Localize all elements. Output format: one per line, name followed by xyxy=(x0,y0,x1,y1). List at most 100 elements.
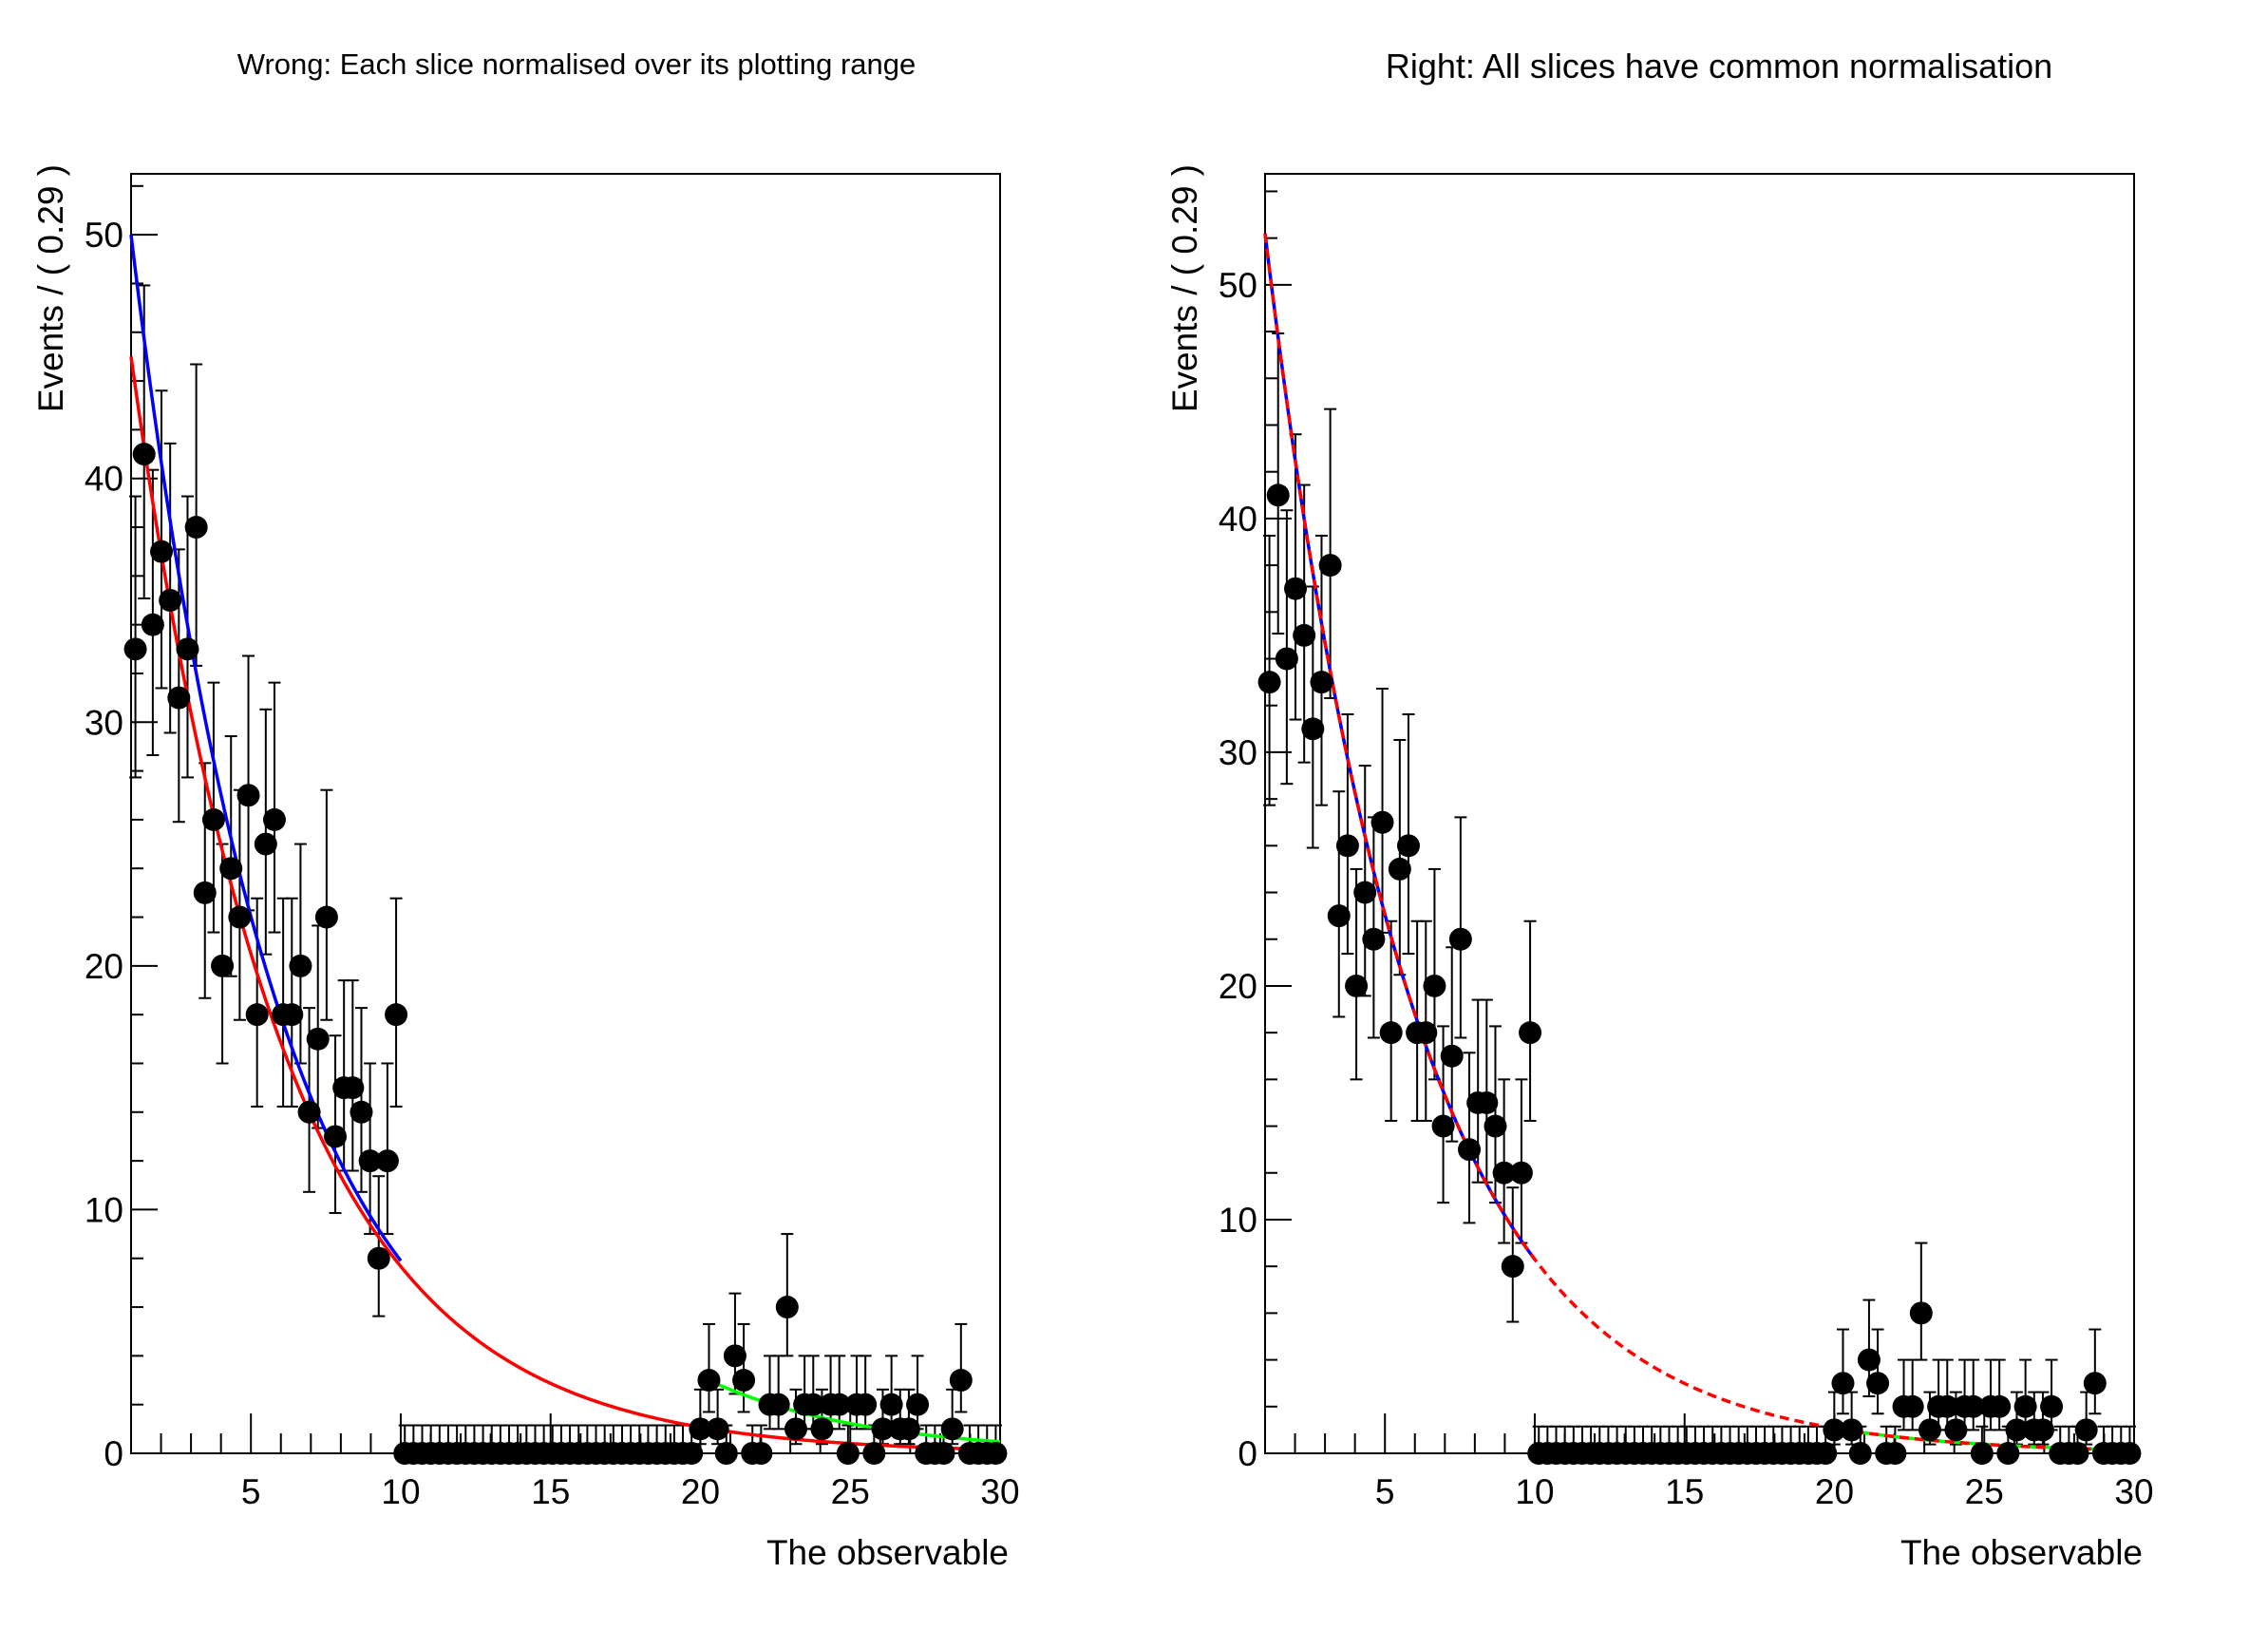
error-bar xyxy=(1871,1328,1884,1415)
data-point xyxy=(1509,1161,1533,1185)
error-bar xyxy=(381,1062,394,1236)
y-tick-label: 30 xyxy=(1219,733,1257,772)
error-bar xyxy=(1289,433,1302,721)
y-tick-label: 20 xyxy=(1219,967,1257,1006)
data-point xyxy=(802,1393,825,1416)
x-axis-label: The observable xyxy=(1900,1533,2143,1572)
data-point xyxy=(1275,647,1298,671)
tick-labels: 0 10 20 30 40 50 5 10 15 20 25 30 xyxy=(85,216,1020,1511)
data-point xyxy=(123,637,147,661)
error-bar xyxy=(1915,1241,1928,1361)
data-point xyxy=(385,1003,408,1027)
x-tick-label: 5 xyxy=(241,1472,261,1511)
x-tick-label: 5 xyxy=(1375,1472,1395,1511)
data-point xyxy=(350,1100,373,1124)
data-point xyxy=(176,637,199,661)
x-tick-label: 30 xyxy=(980,1472,1019,1511)
data-points xyxy=(123,443,1008,1465)
data-point xyxy=(375,1149,399,1173)
error-bar xyxy=(2088,1328,2102,1415)
error-bar xyxy=(329,1034,342,1215)
data-point xyxy=(810,1417,834,1441)
error-bar xyxy=(1523,919,1537,1122)
data-point xyxy=(1970,1442,1994,1465)
data-point xyxy=(1423,974,1446,997)
data-point xyxy=(1448,927,1472,951)
data-point xyxy=(1388,857,1411,881)
error-bar xyxy=(1358,765,1371,997)
data-point xyxy=(1379,1021,1403,1045)
error-bar xyxy=(372,1175,386,1317)
x-tick-label: 30 xyxy=(2114,1472,2153,1511)
data-point xyxy=(324,1125,348,1148)
data-point xyxy=(201,807,225,831)
data-point xyxy=(784,1417,807,1441)
data-point xyxy=(306,1027,330,1051)
data-point xyxy=(932,1442,955,1465)
data-point xyxy=(723,1344,747,1368)
error-bar xyxy=(129,495,142,779)
data-point xyxy=(1458,1138,1482,1162)
panel-right-normalisation: Right: All slices have common normalisat… xyxy=(1165,47,2154,1572)
data-point xyxy=(689,1417,712,1441)
plot-frame-rect xyxy=(1264,173,2135,1454)
data-point xyxy=(1996,1442,2020,1465)
data-point xyxy=(1944,1418,1968,1442)
error-bar xyxy=(276,897,290,1108)
error-bar xyxy=(1280,509,1294,786)
full-range-fit-curve xyxy=(129,356,1001,1451)
error-bar xyxy=(389,897,403,1108)
error-bar xyxy=(1263,534,1276,806)
y-tick-label: 20 xyxy=(85,947,123,986)
data-point xyxy=(1293,623,1316,647)
data-point xyxy=(1484,1114,1507,1138)
data-point xyxy=(1318,554,1342,578)
error-bar xyxy=(259,708,273,956)
y-tick-label: 50 xyxy=(85,216,123,255)
x-tick-label: 15 xyxy=(1665,1472,1704,1511)
y-tick-label: 0 xyxy=(1238,1434,1257,1473)
data-point xyxy=(1840,1418,1863,1442)
data-point xyxy=(680,1442,704,1465)
data-point xyxy=(1900,1394,1924,1418)
axis-ticks xyxy=(1264,190,2135,1454)
error-bar xyxy=(1906,1358,1919,1431)
plot-frame-rect xyxy=(130,173,1001,1454)
data-point xyxy=(2040,1394,2064,1418)
error-bar xyxy=(242,654,255,912)
error-bars xyxy=(1263,332,2136,1453)
error-bar xyxy=(850,1355,863,1431)
data-point xyxy=(193,881,217,904)
data-point xyxy=(245,1003,269,1027)
data-point xyxy=(1370,810,1394,834)
data-point xyxy=(211,954,235,977)
error-bar xyxy=(885,1355,898,1431)
x-axis-label: The observable xyxy=(766,1533,1009,1572)
data-point xyxy=(1396,834,1420,858)
y-axis-label: Events / ( 0.29 ) xyxy=(1165,164,1204,412)
data-point xyxy=(1961,1394,1985,1418)
error-bar xyxy=(1506,1186,1520,1323)
tick-labels: 0 10 20 30 40 50 5 10 15 20 25 30 xyxy=(1219,266,2154,1511)
data-point xyxy=(1440,1044,1464,1068)
data-point xyxy=(1301,717,1325,741)
error-bar xyxy=(764,1355,777,1431)
error-bar xyxy=(1480,998,1493,1184)
plot-frame xyxy=(1264,173,2135,1454)
data-point xyxy=(358,1149,382,1173)
data-point xyxy=(141,613,164,636)
data-point xyxy=(1814,1442,1838,1465)
data-point xyxy=(871,1417,895,1441)
data-point xyxy=(289,954,312,977)
error-bar xyxy=(364,1062,377,1236)
data-point xyxy=(766,1393,790,1416)
error-bar xyxy=(1376,687,1389,934)
data-point xyxy=(2118,1442,2142,1465)
error-bar xyxy=(1836,1328,1849,1415)
data-point xyxy=(1519,1021,1542,1045)
slice-low-fit-curve xyxy=(129,234,403,1262)
y-tick-label: 0 xyxy=(104,1434,123,1473)
data-point xyxy=(732,1369,756,1393)
fit-curves xyxy=(1263,233,2135,1452)
